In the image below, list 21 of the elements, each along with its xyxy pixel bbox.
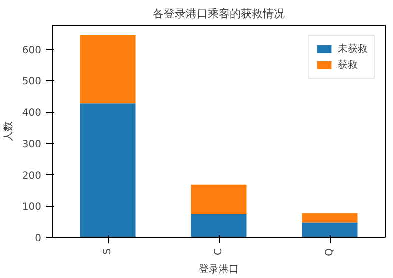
y-tick-label: 600 <box>22 45 42 56</box>
x-axis-title: 登录港口 <box>199 263 239 276</box>
bar <box>80 36 136 104</box>
bar <box>302 213 358 223</box>
bar <box>302 222 358 238</box>
y-tick-label: 500 <box>22 76 42 88</box>
bar <box>191 214 247 238</box>
legend-label: 未获救 <box>338 42 368 56</box>
y-tick-label: 400 <box>22 108 42 120</box>
x-tick-label: Q <box>324 248 336 256</box>
x-tick-label: C <box>214 248 224 256</box>
x-tick-label: S <box>102 248 114 255</box>
y-tick-label: 0 <box>35 234 42 244</box>
y-tick-label: 200 <box>22 170 42 182</box>
chart-title: 各登录港口乘客的获救情况 <box>153 8 285 20</box>
bar <box>80 104 136 238</box>
y-tick-label: 100 <box>22 202 42 214</box>
y-tick-label: 300 <box>22 139 42 150</box>
bar <box>191 184 247 214</box>
legend-label: 获救 <box>338 58 358 72</box>
y-axis-title: 人数 <box>3 122 14 142</box>
